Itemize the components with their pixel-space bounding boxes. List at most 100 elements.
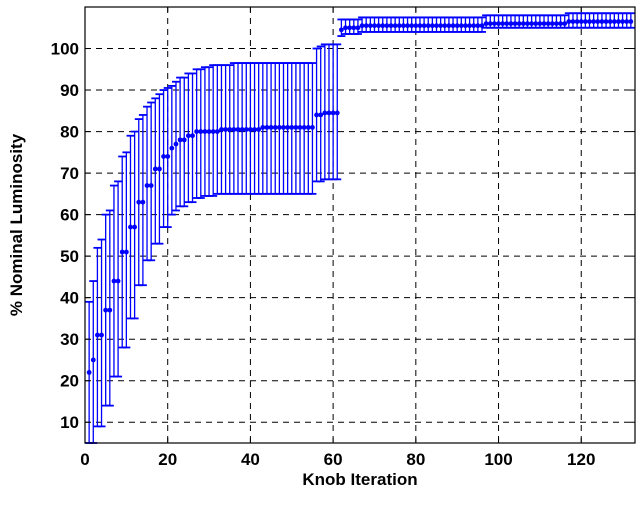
data-point [214,129,220,134]
data-point [620,19,625,24]
data-point [591,19,597,24]
data-point [351,25,357,31]
data-point [107,307,113,313]
data-point [157,166,162,172]
data-point [467,23,472,29]
x-tick-label: 20 [158,450,177,469]
data-point [322,110,328,116]
data-point [281,125,286,130]
data-point [95,332,100,338]
data-point [219,127,224,132]
data-point [599,19,605,24]
data-point [202,129,208,134]
data-point [272,125,278,130]
data-point [421,23,427,29]
data-point [210,129,216,134]
data-point [438,23,444,29]
y-tick-label: 40 [60,289,79,308]
x-tick-label: 80 [406,450,425,469]
data-point [475,23,481,29]
data-point [260,125,266,130]
data-point [338,27,344,33]
data-point [595,19,601,24]
data-point [504,21,510,27]
data-point [285,125,291,130]
data-point [442,23,448,29]
data-point [132,224,138,230]
data-point [185,133,191,139]
data-point [161,154,166,159]
data-point [305,125,311,130]
data-point [359,23,365,29]
data-point [425,23,431,29]
data-point [562,21,568,27]
data-point [165,154,171,159]
data-point [487,21,493,27]
data-point [152,166,158,172]
data-point [276,125,282,130]
data-point [434,23,439,29]
data-point [529,21,535,27]
data-point [533,21,539,27]
data-point [401,23,406,29]
data-point [103,307,109,313]
data-point [396,23,402,29]
y-tick-label: 10 [60,413,79,432]
data-point [297,125,303,130]
data-point [628,19,634,24]
data-point [343,25,348,31]
data-point [372,23,377,29]
data-point [318,112,324,118]
data-point [376,23,382,29]
data-point [123,249,129,255]
x-tick-labels: 0 20 40 60 80 100 120 [80,7,595,469]
data-point [268,125,274,130]
data-point [86,370,92,375]
data-point [148,183,154,188]
data-point [570,19,576,24]
data-point [429,23,435,29]
x-tick-label: 40 [241,450,260,469]
data-point [574,19,580,24]
x-tick-label: 0 [80,450,89,469]
data-point [128,224,133,230]
data-point [624,19,630,24]
data-point [111,278,117,284]
data-point [136,199,142,205]
data-point [525,21,530,27]
data-point [537,21,543,27]
data-point [500,21,506,27]
data-point [99,332,104,338]
y-tick-label: 100 [51,40,79,59]
data-point [607,19,613,24]
data-point [392,23,398,29]
data-point [289,125,295,130]
data-point [541,21,547,27]
y-tick-label: 60 [60,206,79,225]
plot-frame [84,6,636,444]
data-point [314,112,319,118]
data-point [450,23,456,29]
data-point [248,127,253,132]
data-point [587,19,592,24]
data-point [603,19,609,24]
data-point [223,127,229,132]
data-point [508,21,514,27]
data-point [198,129,204,134]
data-point [310,125,315,130]
data-point [206,129,212,134]
data-point [334,110,340,116]
data-point [231,127,237,132]
data-point [446,23,452,29]
data-point [326,110,332,116]
y-tick-label: 90 [60,81,79,100]
data-point [181,137,187,143]
data-point [115,278,121,284]
data-point [520,21,526,27]
data-point [90,357,96,363]
data-point [545,21,551,27]
data-point [409,23,415,29]
data-point [190,133,195,139]
y-tick-label: 30 [60,330,79,349]
